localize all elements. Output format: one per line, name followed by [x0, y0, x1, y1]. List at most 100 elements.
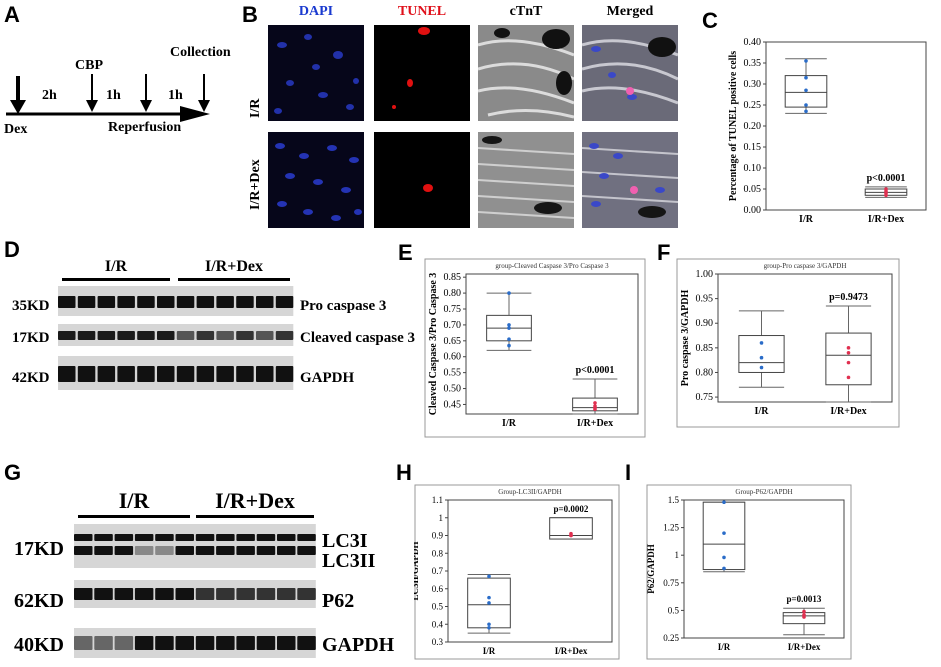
blot-band — [155, 636, 174, 650]
y-tick-label: 0.00 — [744, 205, 762, 216]
blot-band — [277, 636, 296, 650]
chart-h: Group-LC3II/GAPDH 0.3 0.4 0.5 0.6 0.7 0.8 0.9 1 1… — [410, 484, 620, 660]
data-point — [487, 595, 491, 600]
data-point — [802, 615, 806, 619]
y-axis-label: Percentage of TUNEL positive cells — [728, 51, 739, 201]
western-blot-g — [74, 524, 320, 662]
y-tick-label: 0.25 — [744, 100, 762, 111]
y-tick-label: 0.75 — [696, 392, 714, 403]
data-point — [804, 88, 808, 93]
y-tick-label: 0.75 — [444, 304, 462, 315]
dex-label: Dex — [4, 122, 28, 137]
blot-band — [155, 534, 174, 541]
chart-e: group-Cleaved Caspase 3/Pro Caspase 3 0.4… — [424, 258, 646, 438]
y-tick-label: 0.20 — [744, 121, 762, 132]
row-label-ir: I/R — [248, 98, 263, 118]
y-axis-label: Cleaved Caspase 3/Pro Caspase 3 — [428, 273, 439, 416]
blot-band — [236, 331, 254, 340]
cbp-label: CBP — [75, 58, 103, 73]
blot-band — [236, 534, 255, 541]
blot-band — [58, 366, 76, 382]
y-tick-label: 0.90 — [696, 318, 714, 329]
chart-c: 0.00 0.05 0.10 0.15 0.20 0.25 0.30 0.35 0.40 Perc… — [726, 36, 936, 232]
plot-area — [683, 499, 845, 639]
collection-label: Collection — [170, 45, 231, 60]
blot-band — [195, 588, 215, 600]
y-tick-label: 0.75 — [663, 578, 679, 588]
kd-label-pro-caspase3: 35KD — [12, 298, 50, 314]
blot-band — [256, 636, 276, 650]
blot-band — [94, 546, 113, 555]
blot-band — [114, 534, 134, 541]
y-tick-label: 0.70 — [444, 320, 462, 331]
blot-band — [74, 534, 93, 541]
blot-band — [134, 588, 154, 600]
blot-band — [297, 636, 316, 650]
blot-band — [134, 534, 154, 541]
blot-strip — [74, 524, 316, 568]
data-point — [804, 59, 808, 63]
blot-band — [216, 534, 235, 541]
blot-band — [216, 366, 234, 382]
band-name-gapdh-g: GAPDH — [322, 634, 395, 656]
y-tick-label: 0.55 — [444, 368, 462, 379]
y-axis-label: LC3II/GAPDH — [414, 541, 420, 600]
y-tick-label: 1 — [439, 513, 444, 523]
blot-band — [117, 331, 135, 340]
chart-title: Group-P62/GAPDH — [735, 488, 792, 496]
micrograph-merged-ir-dex — [582, 132, 678, 228]
blot-band — [297, 534, 316, 541]
blot-band — [216, 296, 234, 308]
group-bar-ir-g — [78, 515, 190, 518]
y-tick-label: 0.5 — [432, 602, 444, 612]
panel-label-c: C — [702, 8, 718, 33]
blot-band — [216, 546, 235, 555]
data-point — [507, 326, 511, 330]
group-label-ir-d: I/R — [104, 258, 128, 275]
chart-title: group-Cleaved Caspase 3/Pro Caspase 3 — [495, 262, 609, 270]
blot-band — [195, 534, 215, 541]
p-value-annotation: p<0.0001 — [867, 173, 906, 184]
data-point — [593, 401, 597, 405]
panel-label-b: B — [242, 2, 258, 27]
plot-area — [717, 273, 893, 403]
blot-band — [275, 296, 294, 308]
panel-label-d: D — [4, 237, 20, 262]
y-tick-label: 0.25 — [663, 633, 679, 643]
data-point — [722, 500, 726, 505]
blot-band — [275, 331, 294, 340]
y-tick-label: 0.65 — [444, 336, 462, 347]
micrograph-ctnt-ir-dex — [478, 132, 574, 228]
chart-frame — [414, 484, 620, 660]
blot-band — [196, 296, 215, 308]
data-point — [846, 360, 851, 365]
y-tick-label: 0.15 — [744, 142, 762, 153]
plot-area — [765, 41, 927, 211]
data-point — [507, 343, 511, 348]
data-point — [722, 531, 726, 535]
blot-band — [157, 366, 175, 382]
column-title-tunel: TUNEL — [397, 4, 447, 19]
blot-band — [277, 534, 296, 541]
blot-band — [176, 331, 195, 340]
data-point — [846, 375, 851, 380]
p-value-annotation: p=0.0013 — [787, 594, 822, 604]
blot-band — [195, 546, 215, 555]
blot-band — [175, 588, 194, 600]
micrograph-dapi-ir-dex — [268, 132, 364, 228]
blot-band — [196, 331, 215, 340]
y-tick-label: 0.4 — [432, 619, 444, 629]
blot-band — [216, 636, 235, 650]
x-tick-label: I/R+Dex — [830, 406, 866, 417]
blot-band — [134, 546, 154, 555]
blot-band — [157, 331, 175, 340]
blot-band — [77, 296, 96, 308]
blot-band — [277, 546, 296, 555]
blot-band — [58, 331, 76, 340]
panel-label-e: E — [398, 240, 413, 265]
blot-strip — [74, 580, 316, 608]
blot-band — [134, 636, 154, 650]
data-point — [507, 323, 511, 327]
x-tick-label: I/R — [483, 646, 496, 656]
blot-band — [297, 588, 316, 600]
